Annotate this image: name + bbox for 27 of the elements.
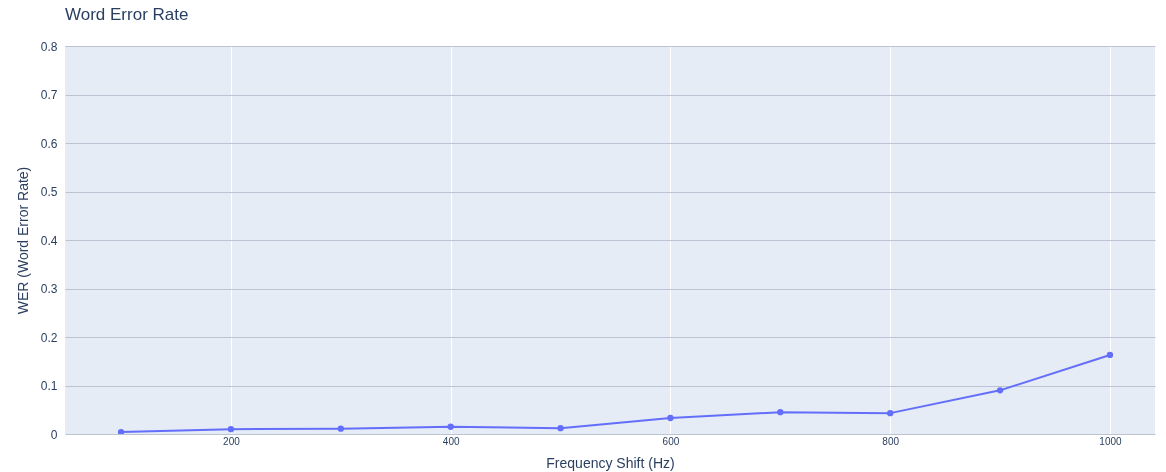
point <box>667 414 674 422</box>
y-tick-label: 0.3 <box>40 282 58 296</box>
y-axis-title: WER (Word Error Rate) <box>14 166 31 315</box>
point <box>1106 351 1114 359</box>
point <box>117 428 125 434</box>
point <box>447 423 454 430</box>
x-tick-label: 600 <box>662 435 680 447</box>
point <box>777 409 784 416</box>
y-tick-label: 0.2 <box>40 330 58 345</box>
x-tick-label: 800 <box>882 435 900 447</box>
chart-title: Word Error Rate <box>65 5 189 24</box>
point <box>557 425 564 432</box>
y-tick-label: 0.8 <box>40 39 58 54</box>
y-tick-label: 0.4 <box>40 233 58 248</box>
point <box>337 425 344 432</box>
y-tick-label: 0.1 <box>40 379 58 393</box>
point <box>887 409 894 417</box>
x-axis-title: Frequency Shift (Hz) <box>546 454 675 471</box>
point <box>996 387 1004 394</box>
y-tick-label: 0 <box>50 427 58 442</box>
x-tick-label: 1000 <box>1099 435 1123 447</box>
y-tick-label: 0.5 <box>40 185 58 199</box>
x-tick-label: 200 <box>223 435 241 447</box>
y-tick-label: 0.7 <box>40 88 58 102</box>
point <box>227 425 235 433</box>
x-tick-label: 400 <box>442 435 460 447</box>
y-tick-label: 0.6 <box>40 136 58 151</box>
